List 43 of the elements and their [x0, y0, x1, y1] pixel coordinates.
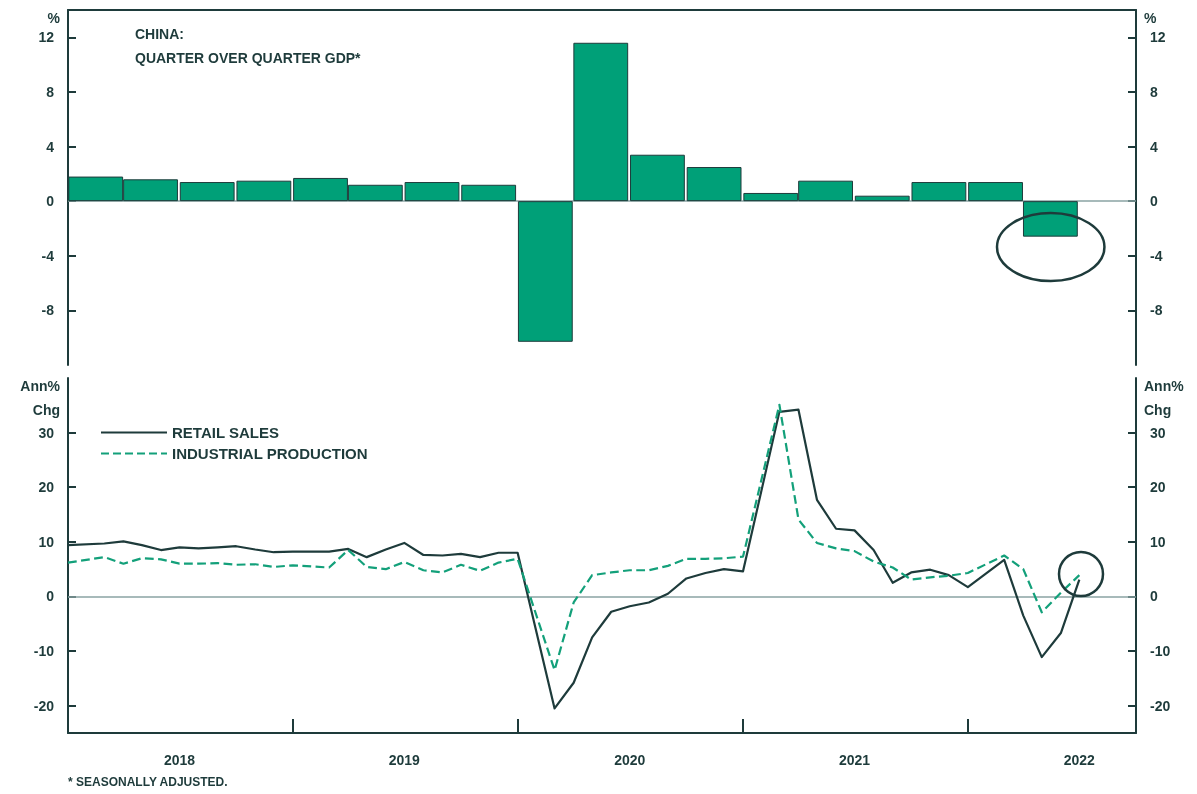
y2-tick-label: 20 [1150, 479, 1166, 496]
x-tick-label: 2019 [388, 752, 421, 768]
y2-tick-label: -10 [1150, 643, 1171, 660]
y-axis-title: % [47, 10, 61, 26]
y-tick-label: -10 [33, 643, 55, 660]
y-tick-label: -4 [41, 247, 55, 264]
y-tick-label: 8 [46, 83, 55, 100]
text: QUARTER OVER QUARTER GDP* [135, 50, 362, 66]
y2-tick-label: 0 [1150, 193, 1158, 210]
y-tick-label: 20 [38, 479, 55, 496]
y-tick-label: 10 [38, 533, 55, 550]
legend-label: INDUSTRIAL PRODUCTION [172, 445, 368, 462]
y-tick-label: -20 [33, 697, 55, 714]
y2-axis-title: Ann% Chg [1144, 378, 1185, 418]
y-tick-label: 12 [38, 29, 55, 46]
y2-tick-label: -4 [1150, 247, 1163, 264]
y2-tick-label: -8 [1150, 302, 1163, 319]
bar [517, 201, 573, 342]
bar [1022, 201, 1078, 237]
x-tick-label: 2020 [614, 752, 646, 768]
y2-tick-label: 0 [1150, 588, 1158, 605]
y-tick-label: 0 [46, 588, 55, 605]
x-tick-label: 2022 [1063, 752, 1096, 768]
text: * SEASONALLY ADJUSTED. [68, 775, 228, 789]
text: CHINA: [135, 26, 184, 42]
y2-axis-title: % [1144, 10, 1157, 26]
y-tick-label: -8 [41, 302, 55, 319]
y2-tick-label: 4 [1150, 138, 1158, 155]
legend-label: RETAIL SALES [172, 424, 279, 441]
y2-tick-label: 8 [1150, 83, 1158, 100]
x-tick-label: 2021 [838, 752, 871, 768]
x-tick-label: 2018 [163, 752, 196, 768]
y-axis-title: Ann% Chg [20, 378, 61, 418]
y-tick-label: 4 [46, 138, 55, 155]
y-tick-label: 0 [46, 193, 55, 210]
bar [968, 182, 1023, 202]
y-tick-label: 30 [38, 424, 55, 441]
bar [630, 154, 685, 202]
y2-tick-label: -20 [1150, 697, 1171, 714]
bar [573, 42, 629, 202]
y2-tick-label: 10 [1150, 533, 1166, 550]
y2-tick-label: 30 [1150, 424, 1166, 441]
y2-tick-label: 12 [1150, 29, 1166, 46]
